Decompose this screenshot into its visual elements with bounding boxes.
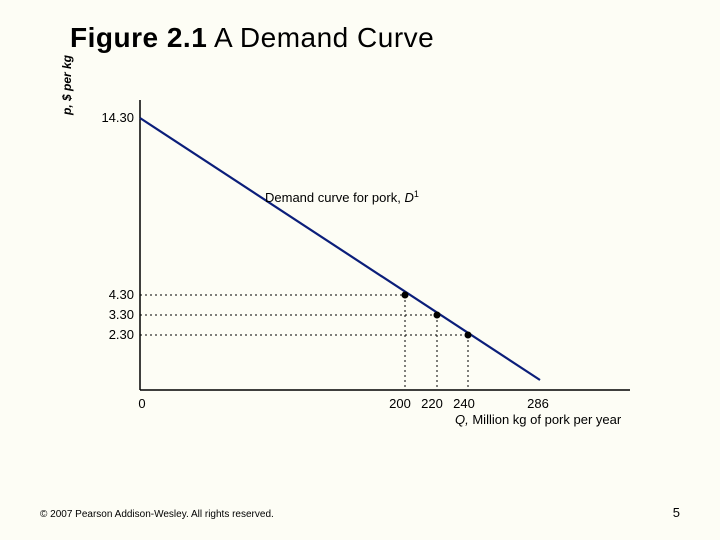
x-tick-label: 0 [138, 396, 145, 411]
data-point [465, 332, 472, 339]
curve-label: Demand curve for pork, D1 [265, 189, 419, 205]
copyright-text: © 2007 Pearson Addison-Wesley. All right… [40, 509, 274, 520]
figure-number: Figure 2.1 [70, 22, 207, 53]
page-number: 5 [673, 505, 680, 520]
y-tick-label: 4.30 [109, 287, 134, 302]
x-tick-label: 200 [389, 396, 411, 411]
x-tick-label: 240 [453, 396, 475, 411]
footer: © 2007 Pearson Addison-Wesley. All right… [40, 505, 680, 520]
figure-title: Figure 2.1 A Demand Curve [70, 22, 434, 54]
data-point [434, 312, 441, 319]
x-tick-label: 286 [527, 396, 549, 411]
demand-curve [140, 118, 540, 380]
y-tick-label: 2.30 [109, 327, 134, 342]
y-tick-label: 14.30 [101, 110, 134, 125]
figure-caption: A Demand Curve [207, 22, 434, 53]
demand-chart: 14.304.303.302.300200220240286Q, Million… [70, 100, 670, 420]
data-point [402, 292, 409, 299]
y-tick-label: 3.30 [109, 307, 134, 322]
x-tick-label: 220 [421, 396, 443, 411]
x-axis-label: Q, Million kg of pork per year [455, 412, 622, 427]
